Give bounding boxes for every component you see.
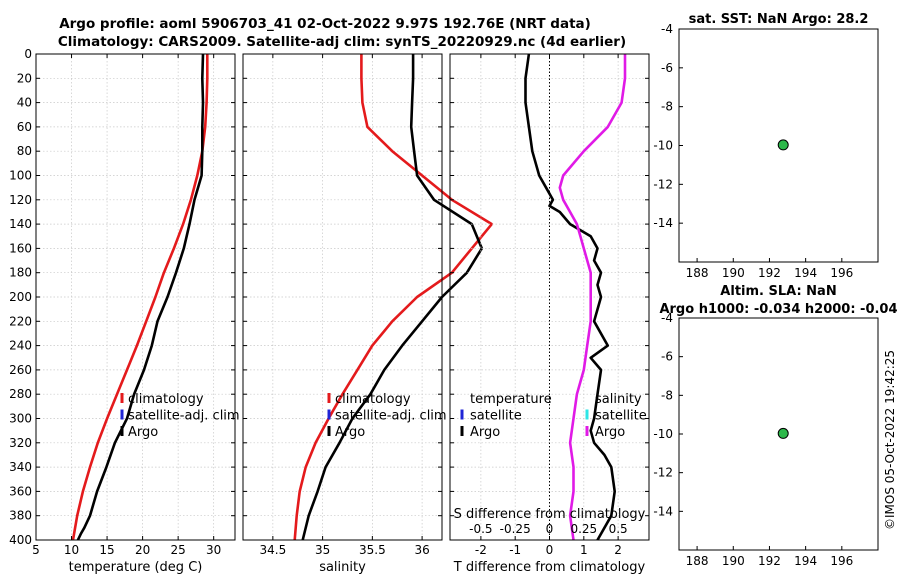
temperature-xtick-label: 10 xyxy=(64,543,79,557)
sst-map-xtick-label: 194 xyxy=(794,266,817,280)
depth-tick-label: 200 xyxy=(9,290,32,304)
sst-map-argo-location-marker xyxy=(777,139,789,151)
diff-legend-label: Argo xyxy=(470,425,500,440)
sla-map-xtick-label: 188 xyxy=(686,554,709,568)
depth-tick-label: 400 xyxy=(9,533,32,547)
sla-map-ytick-label: -14 xyxy=(653,504,673,518)
sdiff-tick-label: -0.25 xyxy=(500,522,531,536)
sla-map-ytick-label: -8 xyxy=(661,388,673,402)
temperature-series-climatology xyxy=(71,54,209,541)
depth-tick-label: 380 xyxy=(9,509,32,523)
diff-legend-label: Argo xyxy=(595,425,625,440)
difference-series-t-difference-argo xyxy=(524,53,616,541)
depth-tick-label: 180 xyxy=(9,266,32,280)
sst-map-xtick-label: 188 xyxy=(686,266,709,280)
difference-xtick-label: 2 xyxy=(614,543,622,557)
sst-map-ytick-label: -8 xyxy=(661,100,673,114)
depth-tick-label: 320 xyxy=(9,436,32,450)
sla-map-title-line-2: Argo h1000: -0.034 h2000: -0.04 xyxy=(659,302,897,317)
salinity-xlabel: salinity xyxy=(319,560,366,575)
salinity-legend-label: satellite-adj. clim xyxy=(335,409,447,424)
timestamp-label: ©IMOS 05-Oct-2022 19:42:25 xyxy=(883,350,897,530)
sst-map-xtick-label: 196 xyxy=(830,266,853,280)
depth-tick-label: 300 xyxy=(9,412,32,426)
salinity-xtick-label: 35 xyxy=(315,543,330,557)
temperature-xtick-label: 20 xyxy=(135,543,150,557)
temperature-xtick-label: 25 xyxy=(171,543,186,557)
sst-map-ytick-label: -10 xyxy=(653,139,673,153)
temperature-xtick-label: 30 xyxy=(206,543,221,557)
sla-map-ytick-label: -10 xyxy=(653,427,673,441)
depth-tick-label: 340 xyxy=(9,460,32,474)
sla-map-xtick-label: 196 xyxy=(830,554,853,568)
sdiff-tick-label: 0 xyxy=(546,522,554,536)
temperature-legend-label: Argo xyxy=(128,425,158,440)
diff-legend-header: salinity xyxy=(595,392,642,407)
sdiff-axis-label: S difference from climatology xyxy=(454,507,646,522)
sst-map-xtick-label: 192 xyxy=(758,266,781,280)
temperature-series-argo xyxy=(76,53,205,541)
depth-tick-label: 60 xyxy=(17,120,32,134)
difference-xtick-label: 1 xyxy=(580,543,588,557)
salinity-xtick-label: 36 xyxy=(414,543,429,557)
difference-xlabel: T difference from climatology xyxy=(453,560,646,575)
sst-map-ytick-label: -4 xyxy=(661,22,673,36)
sst-map-ytick-label: -14 xyxy=(653,216,673,230)
sla-map-xtick-label: 192 xyxy=(758,554,781,568)
depth-tick-label: 220 xyxy=(9,314,32,328)
sla-map-ytick-label: -4 xyxy=(661,311,673,325)
difference-series-s-difference-argo xyxy=(558,54,627,541)
sla-map-xtick-label: 190 xyxy=(722,554,745,568)
depth-tick-label: 280 xyxy=(9,387,32,401)
difference-xtick-label: -2 xyxy=(475,543,487,557)
difference-xtick-label: -1 xyxy=(509,543,521,557)
diff-legend-header: temperature xyxy=(470,392,552,407)
salinity-legend-label: Argo xyxy=(335,425,365,440)
depth-tick-label: 140 xyxy=(9,217,32,231)
sst-map-title: sat. SST: NaN Argo: 28.2 xyxy=(689,12,869,27)
sst-map-xtick-label: 190 xyxy=(722,266,745,280)
depth-tick-label: 0 xyxy=(24,47,32,61)
sdiff-tick-label: 0.5 xyxy=(609,522,628,536)
sst-map-ytick-label: -6 xyxy=(661,61,673,75)
salinity-xtick-label: 34.5 xyxy=(259,543,286,557)
temperature-xlabel: temperature (deg C) xyxy=(69,560,203,575)
depth-tick-label: 40 xyxy=(17,96,32,110)
sla-map-argo-location-marker xyxy=(777,427,789,439)
sla-map-xtick-label: 194 xyxy=(794,554,817,568)
sla-map-title-line-1: Altim. SLA: NaN xyxy=(720,284,836,299)
diff-legend-label: satellite xyxy=(595,409,647,424)
depth-tick-label: 80 xyxy=(17,144,32,158)
depth-tick-label: 100 xyxy=(9,169,32,183)
temperature-legend-label: satellite-adj. clim xyxy=(128,409,240,424)
title-line-1: Argo profile: aoml 5906703_41 02-Oct-202… xyxy=(59,16,591,32)
temperature-legend-label: climatology xyxy=(128,392,204,407)
depth-tick-label: 260 xyxy=(9,363,32,377)
depth-tick-label: 240 xyxy=(9,339,32,353)
title-line-2: Climatology: CARS2009. Satellite-adj cli… xyxy=(58,34,626,50)
depth-tick-label: 120 xyxy=(9,193,32,207)
difference-xtick-label: 0 xyxy=(546,543,554,557)
sdiff-tick-label: 0.25 xyxy=(570,522,597,536)
sdiff-tick-label: -0.5 xyxy=(469,522,492,536)
salinity-xtick-label: 35.5 xyxy=(359,543,386,557)
sla-map-ytick-label: -6 xyxy=(661,350,673,364)
depth-tick-label: 20 xyxy=(17,71,32,85)
sla-map-ytick-label: -12 xyxy=(653,466,673,480)
salinity-series-climatology xyxy=(293,54,494,541)
temperature-xtick-label: 5 xyxy=(32,543,40,557)
depth-tick-label: 160 xyxy=(9,241,32,255)
sst-map-ytick-label: -12 xyxy=(653,177,673,191)
temperature-xtick-label: 15 xyxy=(99,543,114,557)
depth-tick-label: 360 xyxy=(9,484,32,498)
salinity-legend-label: climatology xyxy=(335,392,411,407)
diff-legend-label: satellite xyxy=(470,409,522,424)
